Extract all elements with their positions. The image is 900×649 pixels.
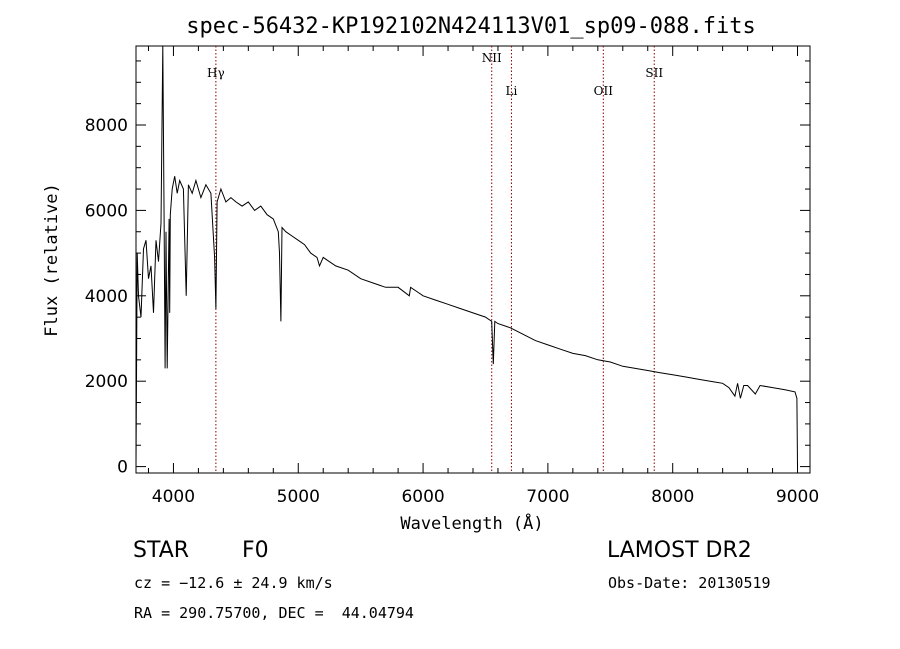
y-axis-label: Flux (relative)	[42, 183, 62, 337]
y-tick-label: 2000	[85, 372, 128, 392]
spectrum-line	[135, 45, 798, 467]
y-tick-label: 8000	[85, 116, 128, 136]
plot-frame	[135, 45, 811, 474]
marker-label: OII	[594, 84, 614, 98]
x-tick-label: 4000	[152, 487, 195, 507]
x-axis-label: Wavelength (Å)	[400, 512, 543, 534]
subclass: F0	[242, 538, 269, 563]
y-tick-label: 6000	[85, 201, 128, 221]
y-tick-label: 0	[117, 458, 128, 478]
axis-ticks	[136, 46, 810, 473]
marker-label: Hγ	[207, 66, 225, 80]
redshift-text: cz = −12.6 ± 24.9 km/s	[134, 574, 333, 592]
object-class: STAR	[133, 538, 190, 563]
marker-label: NII	[482, 51, 502, 65]
marker-label: Li	[506, 84, 518, 98]
marker-label: SII	[645, 66, 663, 80]
obs-date: Obs-Date: 20130519	[608, 574, 771, 592]
x-tick-label: 7000	[526, 487, 569, 507]
x-tick-label: 9000	[776, 487, 819, 507]
x-tick-labels: 4000 5000 6000 7000 8000 9000	[152, 487, 819, 507]
x-tick-label: 6000	[401, 487, 444, 507]
y-tick-label: 4000	[85, 287, 128, 307]
x-tick-label: 8000	[651, 487, 694, 507]
chart-title: spec-56432-KP192102N424113V01_sp09-088.f…	[186, 14, 756, 39]
spectral-line-markers: Hγ NII Li OII SII	[207, 46, 663, 473]
y-tick-labels: 0 2000 4000 6000 8000	[85, 116, 128, 478]
coordinates: RA = 290.75700, DEC = 44.04794	[134, 604, 414, 622]
survey-name: LAMOST DR2	[607, 538, 752, 563]
x-tick-label: 5000	[277, 487, 320, 507]
